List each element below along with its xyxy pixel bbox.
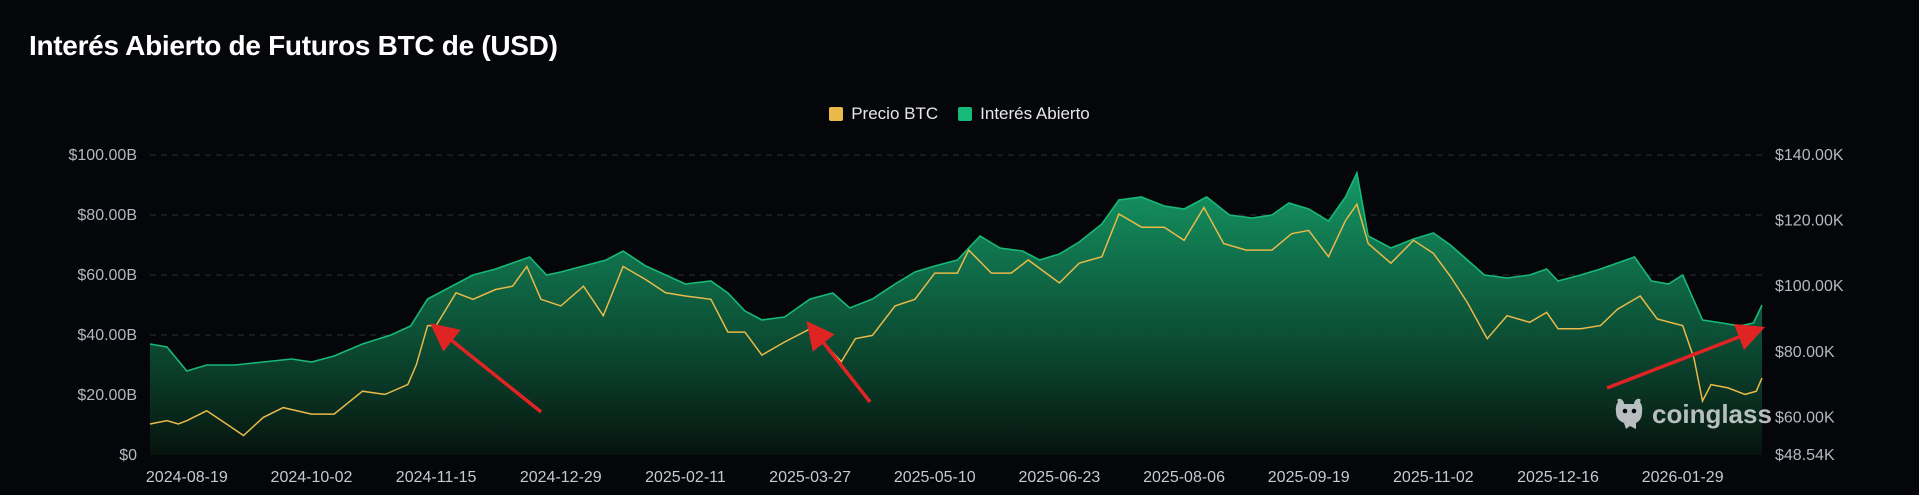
- annotation-arrow: [430, 323, 543, 414]
- x-axis-tick-label: 2024-08-19: [146, 469, 228, 486]
- legend-item-open-interest[interactable]: Interés Abierto: [958, 104, 1090, 124]
- x-axis-tick-label: 2024-12-29: [520, 469, 602, 486]
- right-axis-tick-label: $60.00K: [1775, 409, 1835, 426]
- x-axis-tick-label: 2025-02-11: [645, 469, 726, 486]
- annotation-arrows: [430, 320, 1766, 414]
- left-axis-tick-label: $20.00B: [77, 387, 137, 404]
- left-axis-tick-label: $60.00B: [77, 267, 137, 284]
- x-axis-tick-label: 2025-09-19: [1268, 469, 1350, 486]
- watermark: coinglass: [1612, 396, 1772, 432]
- open-interest-line: [149, 170, 1763, 372]
- right-axis-tick-label: $120.00K: [1775, 213, 1844, 230]
- left-axis-tick-label: $0: [119, 447, 137, 464]
- left-axis-tick-label: $80.00B: [77, 207, 137, 224]
- right-axis-tick-label: $140.00K: [1775, 147, 1844, 164]
- left-axis-tick-label: $100.00B: [68, 147, 137, 164]
- x-axis-tick-label: 2025-05-10: [894, 469, 976, 486]
- coinglass-logo-icon: [1615, 398, 1643, 429]
- open-interest-area: [150, 173, 1762, 455]
- chart-title: Interés Abierto de Futuros BTC de (USD): [29, 30, 558, 61]
- x-axis-tick-label: 2025-08-06: [1143, 469, 1225, 486]
- left-axis-tick-label: $40.00B: [77, 327, 137, 344]
- x-axis-tick-label: 2024-10-02: [271, 469, 353, 486]
- x-axis-tick-label: 2025-12-16: [1517, 469, 1599, 486]
- annotation-arrow: [1606, 323, 1766, 390]
- legend-swatch-open-interest: [958, 107, 973, 121]
- x-axis-tick-label: 2025-03-27: [769, 469, 851, 486]
- legend-swatch-btc-price: [829, 107, 844, 121]
- btc-price-line: [149, 202, 1763, 437]
- legend-label-open-interest: Interés Abierto: [980, 104, 1090, 123]
- series-layer: [149, 170, 1763, 455]
- annotation-arrow: [806, 320, 872, 404]
- legend: Precio BTC Interés Abierto: [0, 104, 1919, 124]
- right-axis-tick-label: $48.54K: [1775, 447, 1835, 464]
- watermark-text: coinglass: [1652, 398, 1772, 429]
- legend-label-btc-price: Precio BTC: [851, 104, 939, 123]
- x-axis-tick-label: 2025-11-02: [1393, 469, 1474, 486]
- x-axis-tick-label: 2024-11-15: [396, 469, 477, 486]
- right-axis-tick-label: $80.00K: [1775, 344, 1835, 361]
- legend-item-btc-price[interactable]: Precio BTC: [829, 104, 938, 124]
- right-axis-tick-label: $100.00K: [1775, 278, 1844, 295]
- x-axis-tick-label: 2025-06-23: [1018, 469, 1100, 486]
- x-axis-tick-label: 2026-01-29: [1642, 469, 1724, 486]
- axis-labels: $0 $20.00B $40.00B $60.00B $80.00B $100.00B $4…: [68, 147, 1843, 486]
